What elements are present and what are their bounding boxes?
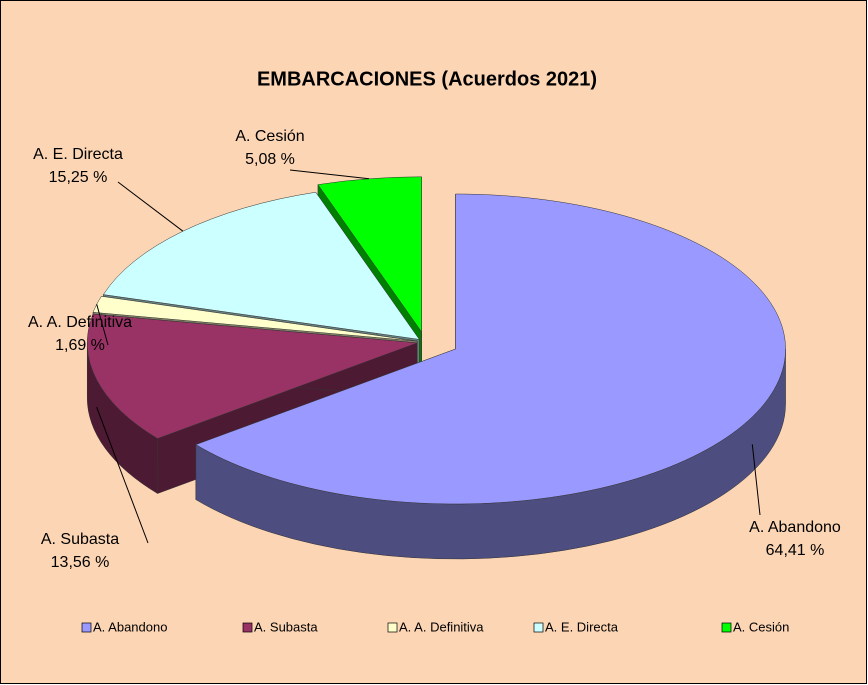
slice-label: A. Cesión [235,128,304,145]
legend-label: A. Abandono [93,619,167,634]
leader-line [289,169,370,180]
legend-swatch [387,622,398,633]
slice-value-label: 5,08 % [245,151,295,168]
slice-label: A. A. Definitiva [28,314,132,331]
legend-swatch [533,622,544,633]
slice-label: A. Subasta [41,531,119,548]
leader-line [117,181,184,232]
legend-swatch [242,622,253,633]
legend-label: A. E. Directa [545,619,619,634]
slice [86,313,418,439]
leader-line [96,406,149,544]
legend: A. Abandono A. Subasta A. A. Definitiva A. … [81,619,789,634]
legend-swatch [721,622,732,633]
legend-label: A. A. Definitiva [399,619,484,634]
slice-label: A. Abandono [749,519,841,536]
leader-line [751,444,761,516]
slice [317,176,422,333]
slice-value-label: 13,56 % [51,554,110,571]
pie [86,176,786,560]
leader-line [96,304,109,346]
slice-label: A. E. Directa [33,146,123,163]
slice-value-label: 15,25 % [49,169,108,186]
slice [102,191,420,340]
legend-swatch [81,622,92,633]
slice [92,296,418,342]
slice [195,193,786,505]
slice-value-label: 64,41 % [766,542,825,559]
chart-title: EMBARCACIONES (Acuerdos 2021) [257,68,597,90]
labels: A. Abandono 64,41 % A. Subasta 13,56 % A. A.… [28,128,841,571]
slice-value-label: 1,69 % [55,337,105,354]
legend-label: A. Cesión [733,619,789,634]
legend-label: A. Subasta [254,619,318,634]
